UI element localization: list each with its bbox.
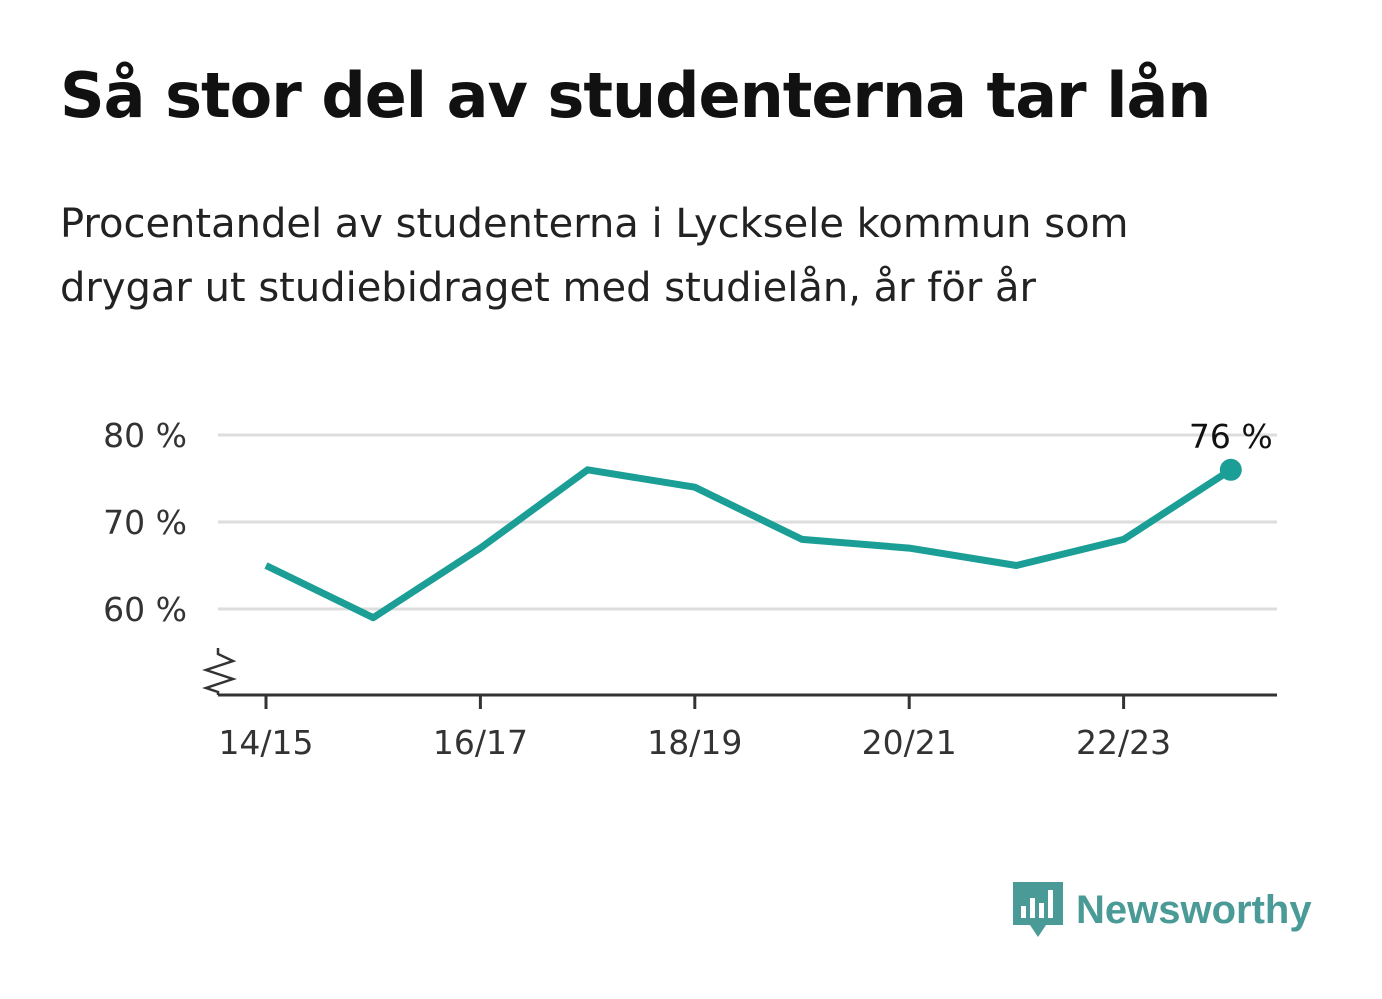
series-line (264, 466, 1233, 622)
x-tick-label: 18/19 (647, 723, 742, 762)
y-tick-label: 70 % (103, 503, 187, 542)
x-tick-label: 16/17 (433, 723, 528, 762)
end-point-marker (1219, 458, 1242, 481)
y-axis-break (202, 648, 237, 695)
y-tick-label: 80 % (103, 416, 187, 455)
y-tick-label: 60 % (103, 590, 187, 629)
x-tick-label: 20/21 (862, 723, 957, 762)
newsworthy-logo: Newsworthy (1010, 878, 1312, 942)
newsworthy-logo-icon (1013, 882, 1063, 937)
subtitle-line-1: Procentandel av studenterna i Lycksele k… (60, 201, 1129, 247)
chart-title: Så stor del av studenterna tar lån (60, 59, 1211, 132)
subtitle-line-2: drygar ut studiebidraget med studielån, … (60, 265, 1036, 311)
x-tick-label: 22/23 (1076, 723, 1171, 762)
logo-text: Newsworthy (1076, 887, 1312, 932)
x-tick-label: 14/15 (218, 723, 313, 762)
end-value-label: 76 % (1189, 417, 1273, 456)
chart-subtitle: Procentandel av studenterna i Lycksele k… (60, 192, 1290, 320)
